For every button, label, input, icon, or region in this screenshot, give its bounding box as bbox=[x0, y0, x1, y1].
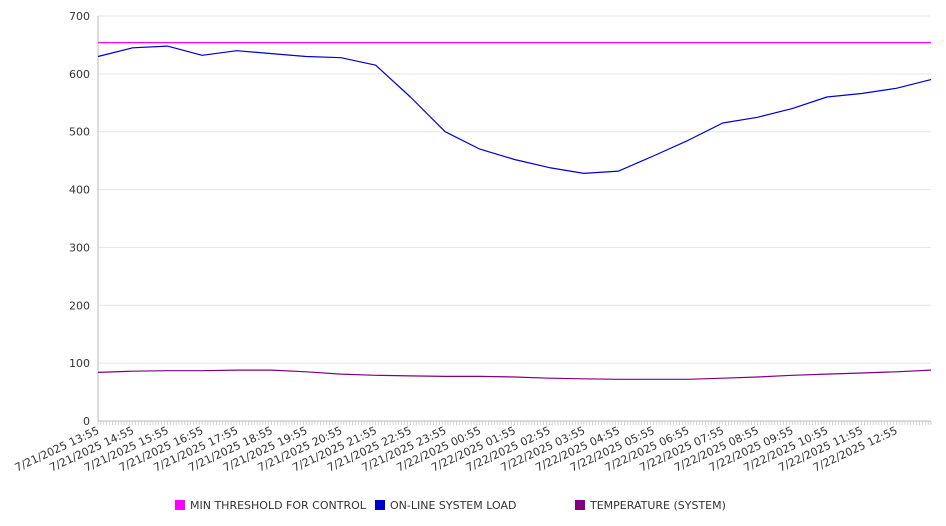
legend-swatch bbox=[375, 500, 385, 510]
legend-label: MIN THRESHOLD FOR CONTROL bbox=[190, 499, 367, 512]
y-tick-label: 700 bbox=[69, 10, 90, 23]
series-line-1 bbox=[97, 45, 932, 174]
y-tick-label: 0 bbox=[83, 415, 90, 428]
legend-swatch bbox=[175, 500, 185, 510]
legend-label: TEMPERATURE (SYSTEM) bbox=[589, 499, 726, 512]
series-line-2 bbox=[97, 369, 932, 380]
y-tick-label: 500 bbox=[69, 126, 90, 139]
y-tick-label: 200 bbox=[69, 299, 90, 312]
y-tick-label: 600 bbox=[69, 68, 90, 81]
x-axis: 7/21/2025 13:557/21/2025 14:557/21/2025 … bbox=[13, 420, 932, 474]
legend: MIN THRESHOLD FOR CONTROL ON-LINE SYSTEM … bbox=[175, 499, 726, 512]
series-lines bbox=[97, 41, 932, 380]
legend-swatch bbox=[575, 500, 585, 510]
y-axis: 0 100 200 300 400 500 600 700 bbox=[69, 10, 99, 428]
grid-lines bbox=[98, 15, 931, 364]
y-tick-label: 300 bbox=[69, 241, 90, 254]
y-tick-label: 100 bbox=[69, 357, 90, 370]
legend-label: ON-LINE SYSTEM LOAD bbox=[390, 499, 516, 512]
y-tick-label: 400 bbox=[69, 184, 90, 197]
